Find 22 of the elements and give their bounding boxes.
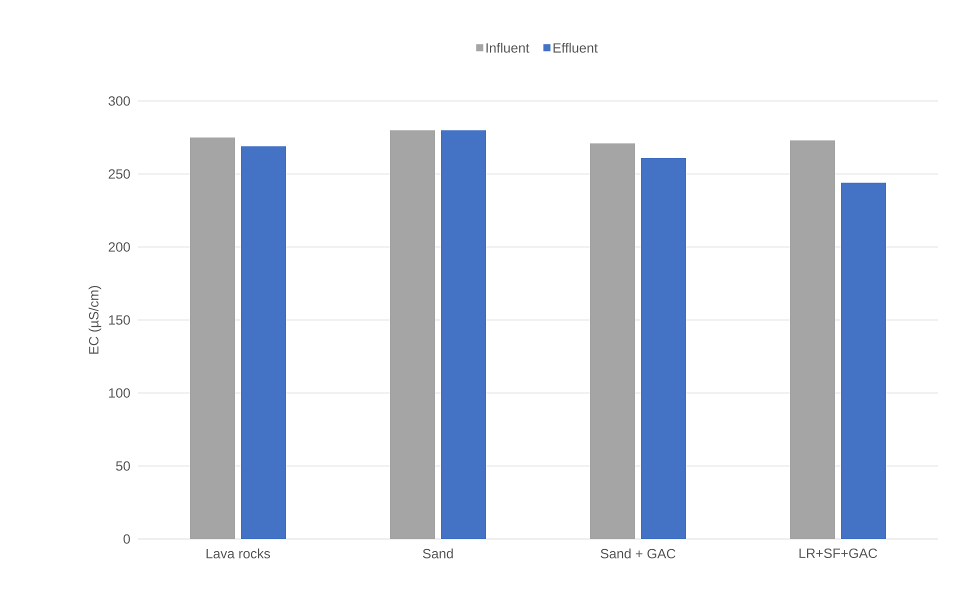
bar <box>241 146 286 539</box>
x-tick-label: Sand <box>422 548 453 558</box>
bar <box>190 137 235 539</box>
bar <box>590 143 636 539</box>
legend-label: Effluent <box>554 42 598 53</box>
y-tick-label: 300 <box>108 96 130 106</box>
bar <box>441 130 486 539</box>
y-tick-label: 0 <box>124 534 130 544</box>
y-axis-title: EC (µS/cm) <box>88 286 102 354</box>
y-tick-label: 200 <box>108 242 130 252</box>
y-tick-label: 100 <box>109 388 130 398</box>
y-tick-label: 50 <box>116 461 130 471</box>
y-tick-label: 250 <box>108 169 130 179</box>
legend-label: Influent <box>486 42 530 53</box>
x-tick-label: Sand + GAC <box>600 548 676 558</box>
bar <box>641 158 686 539</box>
x-tick-label: LR+SF+GAC <box>800 548 878 558</box>
x-tick-label: Lava rocks <box>206 548 270 558</box>
bar <box>841 182 886 539</box>
bar <box>390 130 436 539</box>
y-tick-label: 150 <box>109 315 130 325</box>
bar <box>790 140 836 539</box>
